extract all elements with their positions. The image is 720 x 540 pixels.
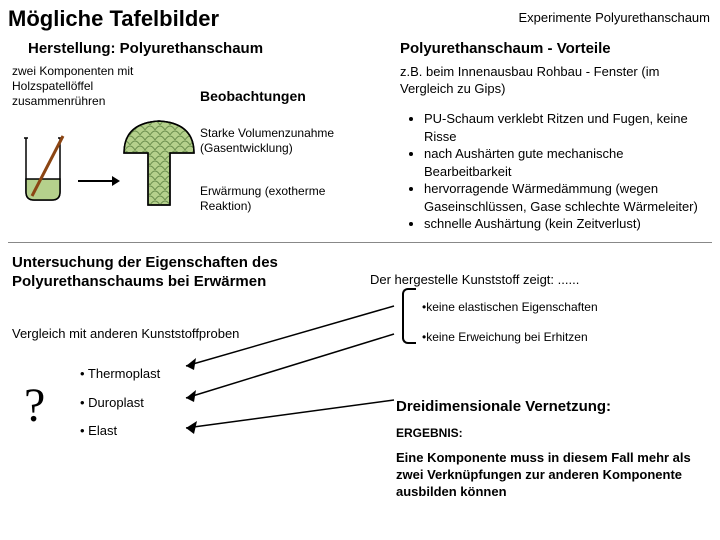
vorteile-item-1: PU-Schaum verklebt Ritzen und Fugen, kei… — [424, 110, 710, 145]
beaker-icon — [18, 134, 68, 204]
vorteile-title: Polyurethanschaum - Vorteile — [400, 40, 611, 57]
plast-item-3: • Elast — [80, 417, 160, 446]
observation-2: Erwärmung (exotherme Reaktion) — [200, 184, 360, 214]
herstellung-title: Herstellung: Polyurethanschaum — [28, 40, 263, 57]
ergebnis-text: Eine Komponente muss in diesem Fall mehr… — [396, 450, 706, 501]
observation-1: Starke Volumenzunahme (Gasentwicklung) — [200, 126, 350, 156]
vernetzung-title: Dreidimensionale Vernetzung: — [396, 398, 611, 415]
vorteile-intro: z.B. beim Innenausbau Rohbau - Fenster (… — [400, 64, 700, 98]
bracket-icon — [402, 288, 416, 344]
property-2: •keine Erweichung bei Erhitzen — [422, 330, 588, 344]
ergebnis-label: ERGEBNIS: — [396, 426, 463, 440]
arrow-right-icon — [76, 173, 120, 189]
question-mark: ? — [24, 378, 45, 433]
property-1: •keine elastischen Eigenschaften — [422, 300, 598, 314]
top-right-label: Experimente Polyurethanschaum — [519, 10, 711, 25]
converging-arrows-icon — [176, 304, 396, 444]
vorteile-item-2: nach Aushärten gute mechanische Bearbeit… — [424, 145, 710, 180]
plast-item-1: • Thermoplast — [80, 360, 160, 389]
vorteile-item-3: hervorragende Wärmedämmung (wegen Gasein… — [424, 180, 710, 215]
plast-item-2: • Duroplast — [80, 389, 160, 418]
main-title: Mögliche Tafelbilder — [8, 6, 219, 32]
vorteile-item-4: schnelle Aushärtung (kein Zeitverlust) — [424, 215, 710, 233]
komponenten-text: zwei Komponenten mit Holzspatellöffel zu… — [12, 64, 152, 109]
foam-mushroom-icon — [120, 115, 198, 210]
divider-line — [8, 242, 712, 243]
plast-list: • Thermoplast • Duroplast • Elast — [80, 360, 160, 446]
beobachtungen-label: Beobachtungen — [200, 88, 306, 104]
untersuchung-title: Untersuchung der Eigenschaften des Polyu… — [12, 254, 322, 292]
vorteile-list: PU-Schaum verklebt Ritzen und Fugen, kei… — [410, 110, 710, 233]
zeigt-text: Der hergestelle Kunststoff zeigt: ...... — [370, 272, 579, 287]
